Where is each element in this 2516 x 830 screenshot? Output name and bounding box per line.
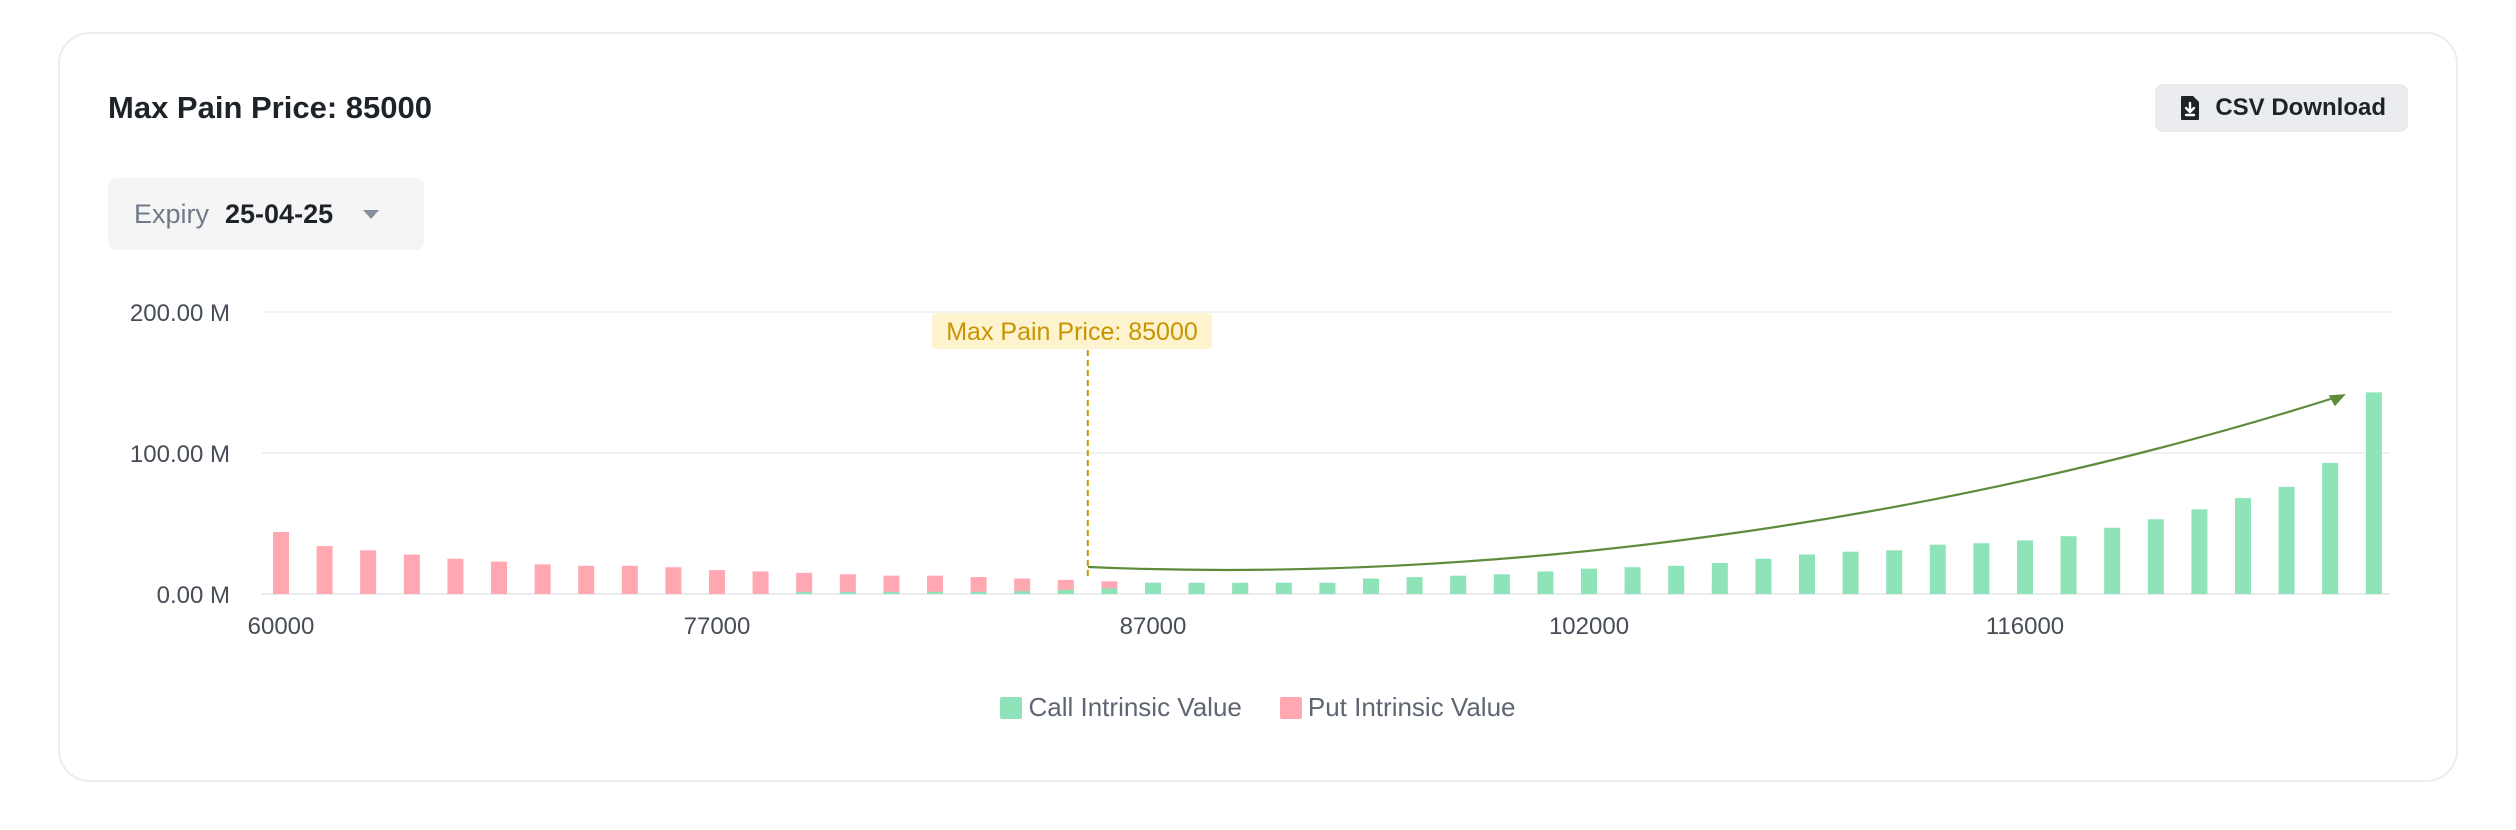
call-bar xyxy=(1842,551,1859,594)
call-bar xyxy=(1755,558,1772,594)
call-bar xyxy=(1886,550,1903,594)
call-bar xyxy=(1973,543,1990,594)
call-bar xyxy=(1188,582,1205,594)
call-bar xyxy=(1101,588,1118,594)
call-bar xyxy=(839,591,856,594)
call-bar xyxy=(796,591,813,594)
call-bar xyxy=(2235,498,2251,594)
legend-swatch-put xyxy=(1279,696,1302,719)
x-tick-label: 116000 xyxy=(1986,613,2064,640)
legend-label-put: Put Intrinsic Value xyxy=(1307,692,1516,722)
max-pain-marker-badge xyxy=(932,313,1212,349)
call-bar xyxy=(970,591,987,594)
download-file-icon xyxy=(2181,96,2200,120)
put-bar xyxy=(927,575,943,594)
call-bar xyxy=(1450,575,1467,594)
x-tick-label: 87000 xyxy=(1120,613,1187,640)
call-bar xyxy=(927,591,943,594)
put-bar xyxy=(796,572,813,594)
put-bar xyxy=(534,564,551,594)
chevron-down-icon xyxy=(363,209,380,219)
expiry-value: 25-04-25 xyxy=(225,198,334,229)
y-tick-label: 0.00 M xyxy=(157,582,230,609)
call-bar xyxy=(1711,562,1728,594)
put-bar xyxy=(709,570,725,594)
call-bar xyxy=(1799,554,1815,594)
call-bar xyxy=(1929,544,1946,594)
call-bar xyxy=(1057,589,1074,594)
expiry-label: Expiry xyxy=(134,198,210,229)
call-bar xyxy=(1537,571,1554,594)
legend-swatch-call xyxy=(1000,696,1023,719)
trend-arrow-curve xyxy=(1087,394,2341,572)
call-bar xyxy=(2017,540,2033,594)
call-bar xyxy=(1275,582,1292,594)
put-bar xyxy=(578,565,595,594)
max-pain-card: Max Pain Price: 85000 CSV Download Expir… xyxy=(58,32,2458,782)
call-bar xyxy=(2278,486,2295,594)
call-bar xyxy=(2060,536,2077,594)
call-bar xyxy=(2191,509,2208,594)
call-bar xyxy=(2322,462,2339,594)
call-bar xyxy=(1624,567,1641,594)
call-bar xyxy=(2147,519,2164,594)
x-tick-label: 60000 xyxy=(248,613,315,640)
trend-arrow-head xyxy=(2328,394,2346,407)
expiry-select[interactable]: Expiry 25-04-25 xyxy=(108,178,424,250)
y-tick-label: 100.00 M xyxy=(130,441,230,468)
call-bar xyxy=(1145,582,1161,594)
chart-legend: Call Intrinsic Value Put Intrinsic Value xyxy=(0,692,2516,723)
put-bar xyxy=(883,575,900,594)
call-bar xyxy=(1232,582,1249,594)
put-bar xyxy=(970,577,987,594)
put-bar xyxy=(447,558,464,594)
x-tick-label: 102000 xyxy=(1549,613,1629,640)
put-bar xyxy=(665,567,682,594)
call-bar xyxy=(1406,577,1423,594)
call-bar xyxy=(2365,392,2382,594)
put-bar xyxy=(360,550,377,594)
csv-download-button[interactable]: CSV Download xyxy=(2155,84,2408,132)
call-bar xyxy=(1668,565,1685,594)
call-bar xyxy=(1363,578,1379,594)
call-bar xyxy=(1581,568,1597,594)
put-bar xyxy=(491,561,507,594)
csv-download-label: CSV Download xyxy=(2215,94,2386,121)
max-pain-marker-label: Max Pain Price: 85000 xyxy=(946,318,1198,346)
x-tick-label: 77000 xyxy=(684,613,751,640)
max-pain-chart: 200.00 M 100.00 M 0.00 M 60000 77000 87000 102… xyxy=(130,300,2390,640)
put-bar xyxy=(839,574,856,594)
put-bar xyxy=(752,571,769,594)
y-tick-label: 200.00 M xyxy=(130,300,230,327)
put-bar xyxy=(273,531,289,594)
put-bar xyxy=(403,554,420,594)
call-bar xyxy=(1319,582,1336,594)
call-bar xyxy=(1014,591,1031,594)
call-bar xyxy=(883,591,900,594)
call-bar xyxy=(2104,527,2121,594)
page-title: Max Pain Price: 85000 xyxy=(108,90,432,125)
call-bar xyxy=(1493,574,1510,594)
put-bar xyxy=(621,565,638,594)
legend-label-call: Call Intrinsic Value xyxy=(1028,692,1242,722)
put-bar xyxy=(1014,578,1031,594)
legend-item-put[interactable]: Put Intrinsic Value xyxy=(1279,692,1516,723)
legend-item-call[interactable]: Call Intrinsic Value xyxy=(1000,692,1242,723)
put-bar xyxy=(316,546,333,594)
